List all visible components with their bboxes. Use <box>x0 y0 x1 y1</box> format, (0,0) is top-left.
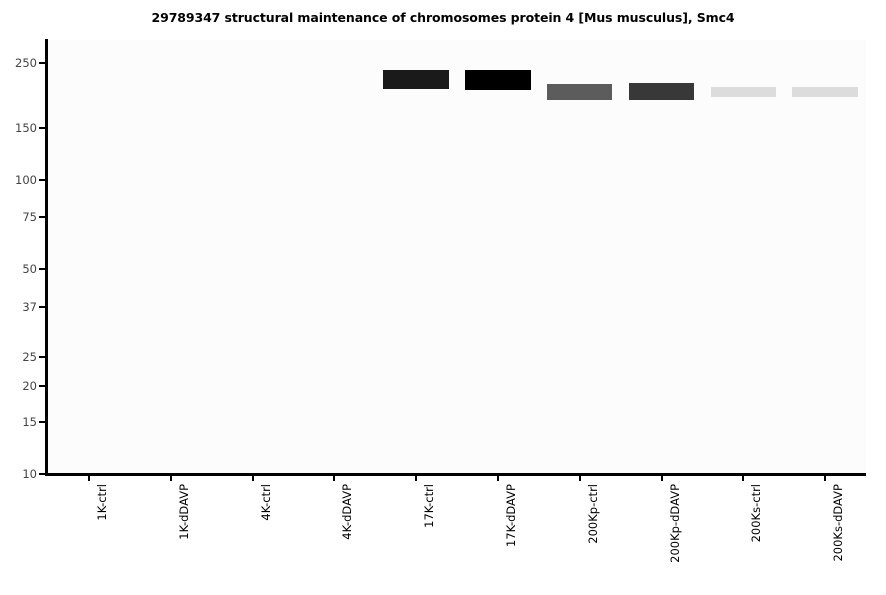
x-tick-label: 4K-dDAVP <box>340 484 355 540</box>
y-tick-label: 37 <box>22 300 37 315</box>
x-tick-mark <box>824 476 827 481</box>
x-tick-label: 200Kp-ctrl <box>585 484 600 544</box>
x-tick-label: 200Kp-dDAVP <box>667 484 682 563</box>
x-tick-label: 4K-ctrl <box>258 484 273 521</box>
x-tick-label: 200Ks-dDAVP <box>831 484 846 562</box>
y-tick-label: 15 <box>22 415 37 430</box>
x-tick-label: 17K-ctrl <box>422 484 437 528</box>
x-tick-mark <box>87 476 90 481</box>
y-tick-mark <box>39 127 45 130</box>
y-tick-label: 25 <box>22 350 37 365</box>
x-tick-mark <box>742 476 745 481</box>
blot-band <box>546 83 613 100</box>
y-tick-mark <box>39 421 45 424</box>
x-tick-mark <box>660 476 663 481</box>
y-tick-label: 20 <box>22 378 37 393</box>
x-tick-mark <box>415 476 418 481</box>
x-axis-line <box>45 473 866 476</box>
y-tick-mark <box>39 215 45 218</box>
x-tick-label: 200Ks-ctrl <box>749 484 764 543</box>
x-tick-mark <box>333 476 336 481</box>
blot-band <box>383 70 449 89</box>
plot-area <box>48 40 866 474</box>
x-tick-label: 17K-dDAVP <box>503 484 518 548</box>
y-axis-line <box>45 39 48 476</box>
blot-band <box>465 69 531 90</box>
x-tick-label: 1K-ctrl <box>94 484 109 521</box>
x-tick-mark <box>496 476 499 481</box>
y-tick-mark <box>39 384 45 387</box>
x-tick-label: 1K-dDAVP <box>176 484 191 540</box>
blot-band <box>710 86 777 97</box>
x-tick-mark <box>578 476 581 481</box>
y-tick-label: 150 <box>15 121 37 136</box>
y-tick-label: 50 <box>22 261 37 276</box>
y-tick-mark <box>39 356 45 359</box>
y-tick-label: 100 <box>15 173 37 188</box>
y-tick-mark <box>39 267 45 270</box>
y-tick-label: 75 <box>22 209 37 224</box>
y-tick-mark <box>39 62 45 65</box>
blot-band <box>628 83 695 101</box>
y-tick-mark <box>39 306 45 309</box>
y-tick-label: 250 <box>15 56 37 71</box>
blot-band <box>792 86 858 97</box>
y-tick-mark <box>39 473 45 475</box>
page-title: 29789347 structural maintenance of chrom… <box>151 10 735 25</box>
y-tick-mark <box>39 179 45 182</box>
x-tick-mark <box>251 476 254 481</box>
y-tick-label: 10 <box>22 467 37 481</box>
x-tick-mark <box>169 476 172 481</box>
